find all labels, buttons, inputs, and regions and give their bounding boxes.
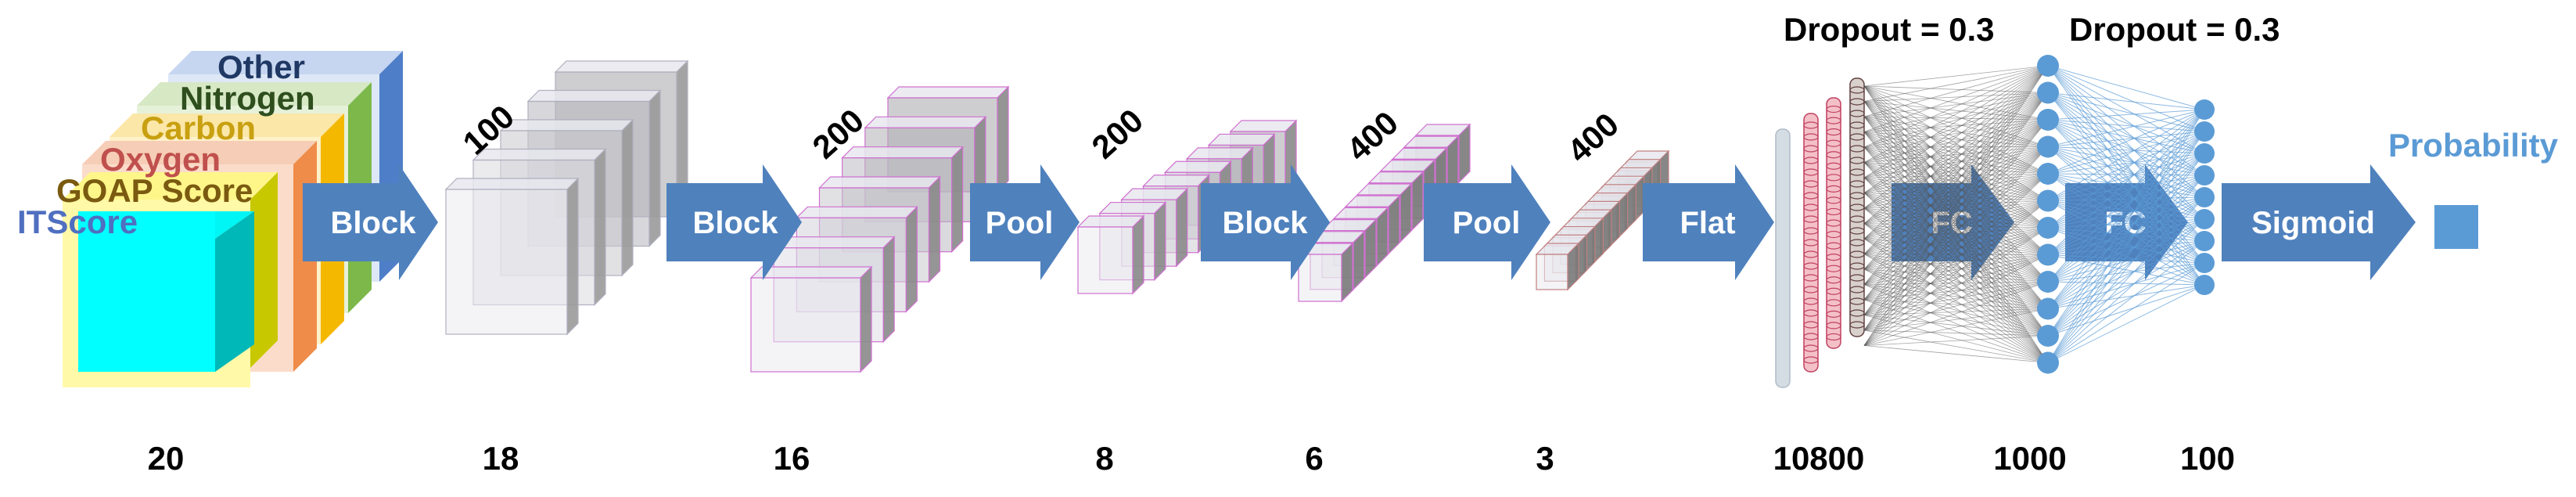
fc1-node <box>2037 352 2059 374</box>
feature-slice <box>446 178 578 334</box>
size-label-fc-2: 100 <box>2180 440 2235 477</box>
arrow-label-pool-1: Pool <box>986 206 1054 240</box>
fc1-node <box>2037 244 2059 266</box>
size-label-stage-4: 6 <box>1305 440 1323 477</box>
fc2-nodes <box>2194 99 2215 295</box>
fc1-node <box>2037 55 2059 77</box>
arrow-sigmoid: Sigmoid <box>2222 164 2416 280</box>
feature-slice <box>751 267 871 372</box>
fc2-node <box>2194 165 2215 185</box>
flat-column-1 <box>1776 129 1790 387</box>
edges-flat-to-fc1 <box>1864 66 2048 363</box>
fc2-node <box>2194 253 2215 273</box>
size-label-fc-1: 1000 <box>1993 440 2066 477</box>
fc2-node <box>2194 209 2215 229</box>
dropout-label-1: Dropout = 0.3 <box>1784 11 1995 48</box>
feature-stack-1 <box>446 61 688 334</box>
flatten-vectors <box>1776 78 1864 387</box>
size-label-stage-3: 8 <box>1095 440 1113 477</box>
flat-column-3 <box>1827 98 1841 348</box>
size-label-flat: 10800 <box>1773 440 1865 477</box>
flat-column-2 <box>1804 113 1818 372</box>
fc2-node <box>2194 99 2215 120</box>
channel-count-5: 400 <box>1561 106 1626 170</box>
size-label-stage-1: 18 <box>483 440 519 477</box>
dropout-label-2: Dropout = 0.3 <box>2069 11 2280 48</box>
fc1-node <box>2037 82 2059 104</box>
feature-slice <box>1536 243 1579 290</box>
arrow-label-pool-2: Pool <box>1453 206 1521 240</box>
size-labels: 20 18 16 8 6 3 10800 1000 100 <box>148 440 2235 477</box>
feature-slice <box>1078 216 1144 294</box>
fc1-node <box>2037 136 2059 158</box>
size-label-stage-5: 3 <box>1536 440 1554 477</box>
fc1-node <box>2037 163 2059 185</box>
fc1-node <box>2037 271 2059 293</box>
arrow-label-block-3: Block <box>1223 206 1309 240</box>
fc1-node <box>2037 298 2059 320</box>
fc2-node <box>2194 275 2215 295</box>
probability-label: Probability <box>2388 127 2559 164</box>
fc2-node <box>2194 143 2215 164</box>
flat-column-4 <box>1850 78 1864 337</box>
size-label-input: 20 <box>148 440 185 477</box>
fc2-node <box>2194 187 2215 207</box>
arrow-label-sigmoid: Sigmoid <box>2251 206 2375 240</box>
fc2-node <box>2194 121 2215 142</box>
fc1-node <box>2037 325 2059 347</box>
arrow-label-flat: Flat <box>1680 206 1735 240</box>
fc1-node <box>2037 190 2059 212</box>
fc2-node <box>2194 231 2215 251</box>
size-label-stage-2: 16 <box>774 440 810 477</box>
fc1-node <box>2037 109 2059 131</box>
arrow-label-block-2: Block <box>693 206 779 240</box>
channel-count-3: 200 <box>1085 102 1151 166</box>
output-node <box>2434 205 2478 249</box>
channel-label-itscore: ITScore <box>17 203 138 240</box>
arrow-label-block-1: Block <box>331 206 417 240</box>
fc1-node <box>2037 217 2059 239</box>
